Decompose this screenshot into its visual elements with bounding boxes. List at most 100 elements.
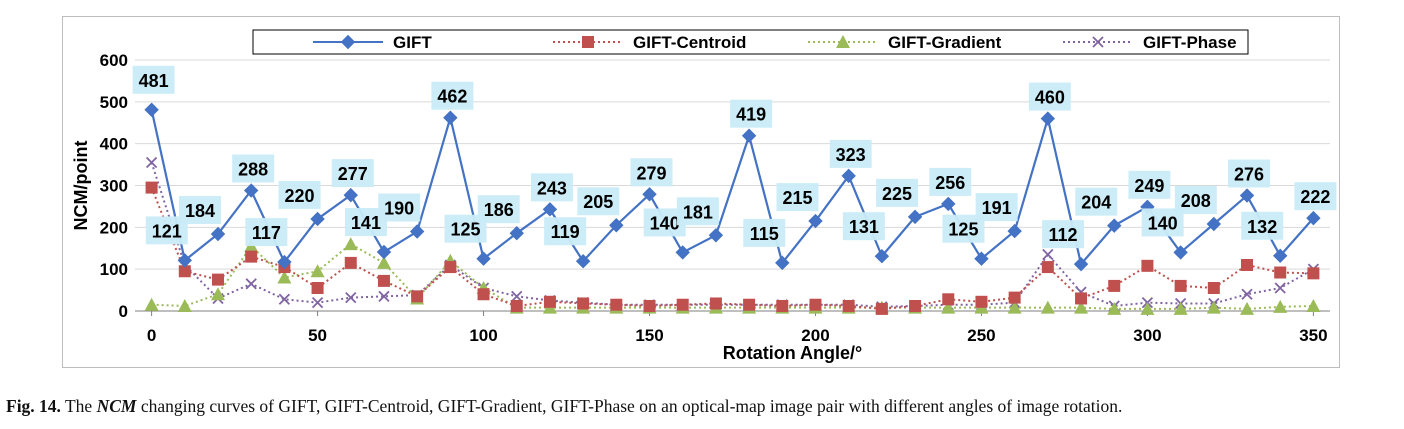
data-point-gift-gradient: [210, 287, 225, 301]
data-point-gift-gradient: [1273, 299, 1288, 313]
data-label-bg: [132, 65, 175, 94]
data-point-gift-centroid: [1041, 261, 1054, 274]
data-label: 460: [1035, 88, 1065, 108]
data-labels-gift: 4811211842881172202771411904621251862431…: [132, 65, 1337, 249]
data-point-gift-phase: [1241, 288, 1253, 300]
data-label-bg: [1042, 220, 1085, 249]
series-line-gift-phase: [150, 162, 1314, 308]
data-point-gift-gradient: [343, 237, 358, 251]
series-line-gift: [150, 109, 1315, 267]
data-point-gift-centroid: [610, 298, 623, 311]
data-point-gift: [907, 209, 923, 225]
data-point-gift-centroid: [743, 298, 756, 311]
data-label: 186: [484, 200, 514, 220]
data-label-bg: [1241, 211, 1284, 240]
data-point-gift-centroid: [344, 256, 357, 269]
data-point-gift-centroid: [178, 265, 191, 278]
legend-label: GIFT-Gradient: [888, 33, 1002, 52]
data-label: 184: [185, 201, 215, 221]
data-point-gift-centroid: [577, 297, 590, 310]
data-label: 205: [583, 192, 613, 212]
data-point-gift-phase: [1274, 282, 1286, 294]
data-label-bg: [232, 154, 275, 183]
x-tick-label: 150: [635, 326, 663, 345]
data-point-gift: [376, 244, 392, 260]
data-label-bg: [876, 178, 919, 207]
data-point-gift-centroid: [909, 299, 922, 312]
data-point-gift: [409, 224, 425, 239]
data-label-bg: [630, 158, 673, 187]
data-label-bg: [1174, 185, 1217, 214]
data-point-gift: [1239, 188, 1255, 203]
data-label: 276: [1234, 165, 1264, 185]
data-point-gift-phase: [1042, 248, 1054, 261]
legend-item-gift-gradient: GIFT-Gradient: [808, 33, 1002, 52]
data-point-gift-phase: [245, 278, 257, 290]
data-point-gift-centroid: [145, 181, 158, 194]
data-label: 125: [451, 220, 481, 240]
data-point-gift: [1306, 210, 1321, 226]
figure-number: Fig. 14.: [6, 396, 61, 416]
x-tick-label: 300: [1133, 326, 1161, 345]
data-label-bg: [278, 180, 321, 209]
data-point-gift-centroid: [510, 299, 523, 312]
data-point-gift: [575, 254, 591, 269]
data-label: 249: [1134, 176, 1164, 196]
y-tick-label: 100: [100, 260, 128, 279]
data-point-gift-centroid: [776, 299, 789, 312]
data-label: 141: [351, 213, 381, 233]
data-label: 215: [782, 188, 812, 208]
data-label-bg: [1228, 159, 1271, 188]
data-label: 277: [338, 164, 368, 184]
data-point-gift-gradient: [277, 270, 292, 284]
data-label: 131: [849, 217, 879, 237]
data-label-bg: [477, 195, 520, 224]
y-tick-label: 0: [119, 302, 128, 321]
data-label: 323: [836, 145, 866, 165]
data-point-gift-centroid: [444, 261, 457, 274]
legend-item-gift-centroid: GIFT-Centroid: [553, 33, 746, 52]
data-point-gift: [874, 248, 890, 264]
legend-label: GIFT-Phase: [1143, 33, 1237, 52]
data-label: 112: [1049, 225, 1078, 245]
data-label-bg: [544, 217, 587, 246]
data-label: 190: [384, 199, 414, 219]
data-label-bg: [178, 196, 221, 225]
data-label-bg: [1294, 182, 1337, 211]
data-point-gift-phase: [345, 291, 357, 304]
data-point-gift: [808, 213, 823, 229]
legend: GIFT GIFT-Centroid GIFT-Gradient GIFT-Phase: [252, 29, 1249, 55]
data-point-gift: [775, 255, 790, 271]
data-point-gift: [1273, 248, 1288, 263]
data-label: 181: [683, 202, 713, 222]
data-point-gift-centroid: [543, 295, 556, 308]
legend-item-gift-phase: GIFT-Phase: [1063, 33, 1237, 52]
series-gift-centroid: [145, 181, 1320, 315]
chart-frame: [62, 16, 1340, 368]
data-point-gift-centroid: [875, 302, 888, 315]
data-label: 117: [252, 223, 281, 243]
data-label-bg: [676, 197, 719, 226]
data-point-gift-gradient: [1240, 301, 1255, 315]
legend-marker: [1092, 36, 1104, 48]
data-point-gift-phase: [145, 156, 158, 169]
ncm-line-chart: 0 100 200 300 400 500 600 0 50 100 150 200 250 300 350…: [71, 29, 1337, 363]
series-gift: [144, 102, 1321, 272]
data-label: 204: [1081, 193, 1111, 213]
data-point-gift-centroid: [1207, 281, 1220, 294]
data-point-gift: [1173, 245, 1188, 260]
data-label: 462: [437, 87, 467, 107]
x-tick-label: 350: [1299, 326, 1327, 345]
data-point-gift: [542, 202, 558, 217]
data-label: 140: [1148, 213, 1178, 233]
data-point-gift-gradient: [1107, 301, 1122, 315]
data-label-bg: [1128, 170, 1171, 199]
data-label-bg: [1075, 187, 1118, 216]
data-point-gift-gradient: [1040, 300, 1055, 314]
data-label: 121: [152, 221, 182, 241]
legend-marker: [836, 35, 850, 48]
data-point-gift: [642, 187, 657, 202]
x-axis-title: Rotation Angle/°: [723, 343, 863, 363]
data-label: 419: [736, 105, 766, 125]
y-tick-label: 400: [100, 135, 128, 154]
